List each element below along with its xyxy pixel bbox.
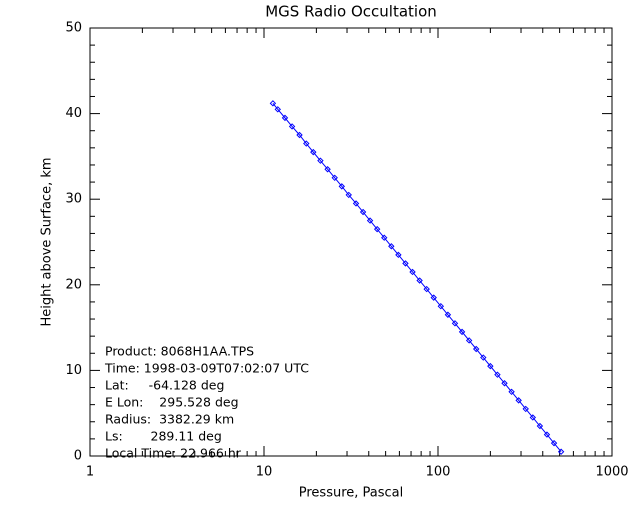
data-point (465, 337, 473, 344)
data-point (281, 114, 289, 122)
data-point (395, 251, 402, 259)
data-point (416, 277, 423, 284)
x-tick-label: 1000 (595, 465, 628, 480)
data-point (310, 148, 317, 156)
annotation: Product: 8068H1AA.TPS (105, 344, 254, 359)
data-point (444, 311, 452, 318)
data-point (317, 157, 324, 164)
data-point (487, 362, 494, 370)
annotation: Ls: 289.11 deg (105, 429, 222, 444)
annotation: E Lon: 295.528 deg (105, 395, 239, 410)
data-point (543, 431, 551, 438)
y-tick-label: 0 (74, 449, 82, 464)
data-point (288, 123, 296, 130)
x-tick-label: 1 (86, 465, 94, 480)
data-point (522, 405, 529, 413)
data-point (458, 328, 466, 336)
data-line (272, 103, 562, 453)
annotation: Time: 1998-03-09T07:02:07 UTC (104, 361, 309, 376)
data-point (529, 414, 537, 421)
y-axis-label: Height above Surface, km (40, 157, 55, 326)
data-point (536, 422, 544, 430)
data-point (345, 191, 352, 199)
data-point (359, 208, 367, 216)
chart-title: MGS Radio Occultation (265, 3, 437, 21)
data-point (451, 320, 459, 327)
x-tick-label: 10 (256, 465, 273, 480)
data-point (388, 243, 395, 250)
data-point (473, 345, 480, 353)
y-tick-label: 20 (65, 277, 82, 292)
data-point (324, 166, 331, 173)
annotation: Radius: 3382.29 km (105, 412, 234, 427)
data-point (269, 100, 277, 107)
data-point (430, 294, 437, 301)
data-point (402, 260, 409, 267)
data-point (409, 268, 416, 276)
data-point (550, 439, 558, 447)
data-point (274, 106, 281, 113)
data-point (338, 183, 346, 190)
data-point (515, 397, 522, 404)
data-point (366, 217, 374, 224)
data-point (296, 131, 303, 139)
data-point (331, 174, 338, 182)
y-tick-label: 30 (65, 192, 82, 207)
data-point (501, 380, 508, 387)
data-point (381, 234, 388, 241)
y-tick-label: 50 (65, 21, 82, 36)
data-point (508, 388, 515, 396)
data-point (303, 140, 310, 147)
data-point (494, 371, 501, 378)
annotation: Lat: -64.128 deg (105, 378, 224, 393)
data-point (557, 448, 565, 455)
x-tick-label: 100 (426, 465, 451, 480)
data-point (352, 200, 360, 207)
y-tick-label: 40 (65, 106, 82, 121)
data-point (480, 354, 487, 361)
plot-frame (89, 27, 613, 457)
x-axis-label: Pressure, Pascal (299, 486, 404, 501)
data-point (437, 302, 445, 310)
annotation: Local Time: 22.966 hr (105, 446, 242, 461)
y-tick-label: 10 (65, 363, 82, 378)
data-point (373, 225, 381, 233)
data-point (423, 285, 430, 293)
